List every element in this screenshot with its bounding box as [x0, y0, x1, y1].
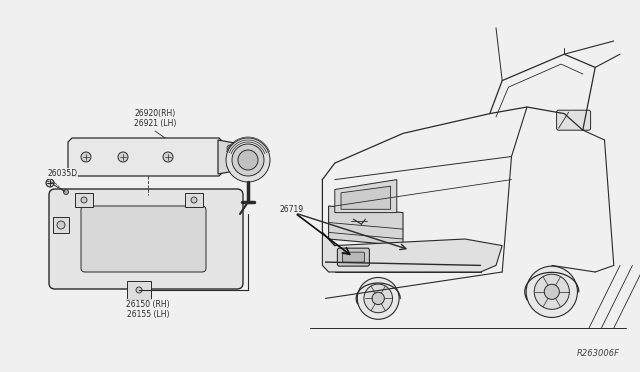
Circle shape: [232, 144, 264, 176]
FancyBboxPatch shape: [81, 206, 206, 272]
Circle shape: [372, 292, 385, 305]
Circle shape: [534, 274, 570, 310]
FancyBboxPatch shape: [557, 110, 591, 130]
Polygon shape: [335, 180, 397, 213]
Polygon shape: [75, 193, 93, 207]
Circle shape: [238, 150, 258, 170]
Circle shape: [81, 152, 91, 162]
Polygon shape: [68, 138, 223, 176]
Circle shape: [81, 197, 87, 203]
Text: R263006F: R263006F: [577, 349, 620, 358]
Circle shape: [544, 284, 559, 299]
Circle shape: [227, 163, 233, 169]
Polygon shape: [323, 232, 502, 272]
Circle shape: [227, 145, 233, 151]
FancyBboxPatch shape: [49, 189, 243, 289]
Polygon shape: [218, 140, 243, 174]
Circle shape: [226, 138, 270, 182]
Polygon shape: [53, 217, 69, 233]
Circle shape: [364, 284, 392, 313]
Circle shape: [191, 197, 197, 203]
Circle shape: [163, 152, 173, 162]
FancyBboxPatch shape: [337, 248, 369, 266]
Circle shape: [46, 179, 54, 187]
Polygon shape: [127, 281, 151, 299]
Circle shape: [136, 287, 142, 293]
Text: 26035D: 26035D: [47, 169, 77, 178]
Circle shape: [526, 266, 577, 317]
Circle shape: [63, 189, 68, 195]
Text: 26719: 26719: [280, 205, 304, 215]
Text: 26920(RH)
26921 (LH): 26920(RH) 26921 (LH): [134, 109, 176, 128]
Polygon shape: [328, 206, 403, 246]
FancyBboxPatch shape: [342, 252, 364, 262]
Circle shape: [118, 152, 128, 162]
Circle shape: [57, 221, 65, 229]
Polygon shape: [341, 186, 390, 209]
Text: 26150 (RH)
26155 (LH): 26150 (RH) 26155 (LH): [126, 300, 170, 320]
Polygon shape: [185, 193, 203, 207]
Circle shape: [357, 278, 399, 319]
